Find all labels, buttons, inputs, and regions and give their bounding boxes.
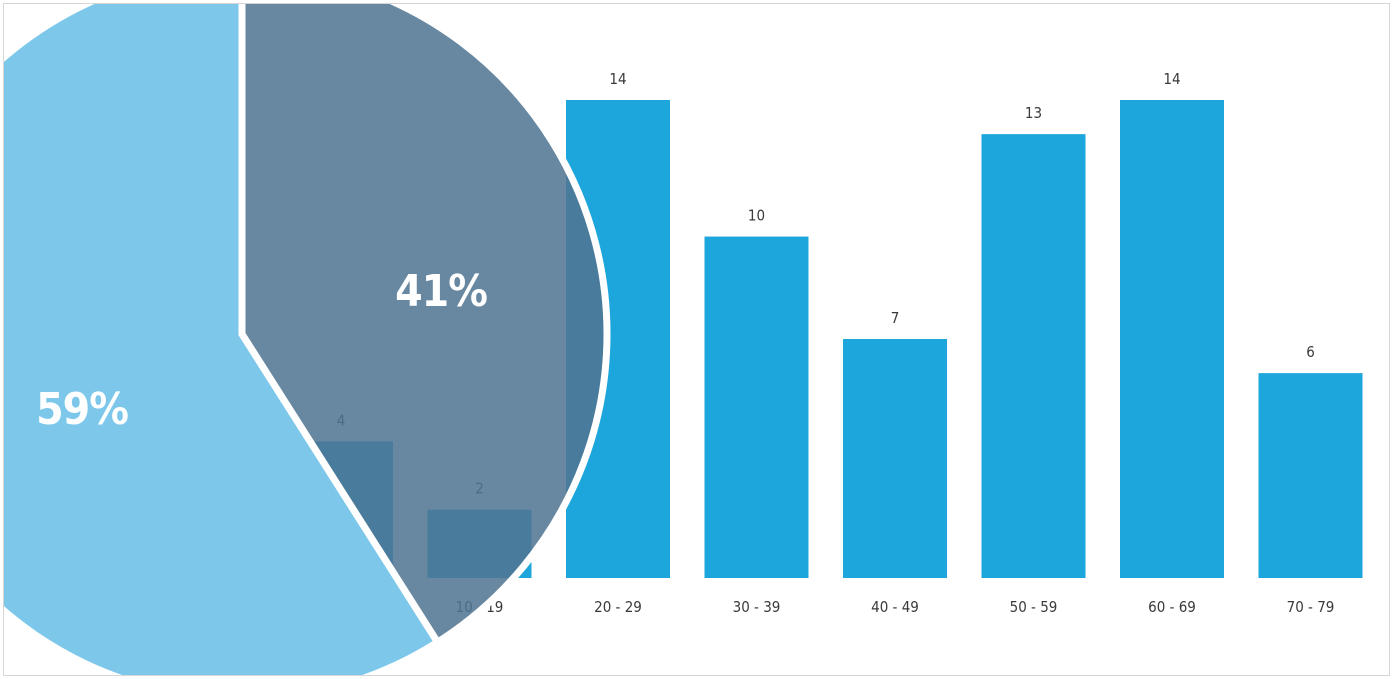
- bar-7: [1258, 373, 1363, 578]
- x-tick-label-4: 40 - 49: [871, 598, 919, 616]
- bar-value-label-2: 14: [609, 70, 626, 88]
- pie-chart: [4, 4, 611, 675]
- pie-slice-0: [4, 4, 443, 675]
- chart-labels: 59% 41%: [36, 266, 488, 435]
- bar-value-label-3: 10: [748, 207, 765, 225]
- bar-value-label-6: 14: [1163, 70, 1180, 88]
- bar-value-label-4: 7: [891, 309, 900, 327]
- pie-slice-1: [238, 4, 611, 648]
- bar-3: [704, 236, 809, 579]
- x-tick-label-7: 70 - 79: [1287, 598, 1335, 616]
- pie-label-1: 41%: [395, 266, 487, 317]
- x-tick-label-5: 50 - 59: [1010, 598, 1058, 616]
- bar-value-label-5: 13: [1025, 104, 1042, 122]
- bar-4: [843, 339, 947, 578]
- bar-6: [1120, 100, 1224, 578]
- bar-5: [981, 134, 1086, 578]
- x-tick-label-2: 20 - 29: [594, 598, 642, 616]
- pie-label-0: 59%: [36, 384, 128, 435]
- x-tick-label-6: 60 - 69: [1148, 598, 1196, 616]
- bar-value-label-7: 6: [1306, 343, 1315, 361]
- x-tick-label-3: 30 - 39: [733, 598, 781, 616]
